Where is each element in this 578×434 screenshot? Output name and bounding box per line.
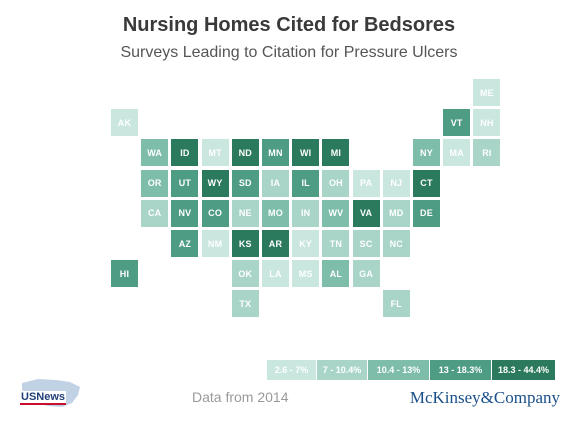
state-tile-fl: FL xyxy=(382,290,410,318)
legend-item-1: 7 - 10.4% xyxy=(316,360,367,380)
color-legend: 2.6 - 7% 7 - 10.4% 10.4 - 13% 13 - 18.3% 18.… xyxy=(266,360,555,380)
state-tile-wv: WV xyxy=(322,199,350,227)
state-tile-tn: TN xyxy=(322,230,350,257)
state-tile-nm: NM xyxy=(201,230,229,257)
usnews-logo-text: USNews xyxy=(20,391,67,405)
state-tile-sd: SD xyxy=(231,169,259,197)
legend-item-0: 2.6 - 7% xyxy=(266,360,316,380)
chart-title: Nursing Homes Cited for Bedsores xyxy=(122,14,456,36)
chart-subtitle: Surveys Leading to Citation for Pressure… xyxy=(120,44,458,61)
state-tile-ms: MS xyxy=(292,260,320,288)
state-tile-al: AL xyxy=(322,260,350,288)
state-tile-ar: AR xyxy=(262,230,289,257)
state-tile-ok: OK xyxy=(231,260,259,288)
state-tile-ut: UT xyxy=(171,169,199,197)
data-year-note: Data from 2014 xyxy=(192,389,289,405)
state-tile-nd: ND xyxy=(231,139,259,167)
state-tile-nc: NC xyxy=(382,230,410,257)
state-tile-nj: NJ xyxy=(382,169,410,197)
state-tile-mo: MO xyxy=(262,199,289,227)
state-tile-la: LA xyxy=(262,260,289,288)
state-tile-oh: OH xyxy=(322,169,350,197)
state-tile-ny: NY xyxy=(413,139,440,167)
state-tile-wa: WA xyxy=(141,139,169,167)
state-tile-ia: IA xyxy=(262,169,289,197)
state-tile-il: IL xyxy=(292,169,320,197)
state-tile-ri: RI xyxy=(473,139,501,167)
state-tile-co: CO xyxy=(201,199,229,227)
state-tile-tx: TX xyxy=(231,290,259,318)
legend-item-4: 18.3 - 44.4% xyxy=(491,360,555,380)
state-tile-hi: HI xyxy=(111,260,138,288)
state-tile-ky: KY xyxy=(292,230,320,257)
state-tile-ks: KS xyxy=(231,230,259,257)
state-tile-in: IN xyxy=(292,199,320,227)
state-tile-ct: CT xyxy=(413,169,440,197)
state-tile-id: ID xyxy=(171,139,199,167)
state-tile-ak: AK xyxy=(111,109,138,137)
state-tile-vt: VT xyxy=(443,109,471,137)
legend-item-3: 13 - 18.3% xyxy=(429,360,491,380)
state-tile-or: OR xyxy=(141,169,169,197)
state-tile-md: MD xyxy=(382,199,410,227)
state-tile-wy: WY xyxy=(201,169,229,197)
state-tile-ga: GA xyxy=(352,260,380,288)
state-tile-nh: NH xyxy=(473,109,501,137)
state-tile-ne: NE xyxy=(231,199,259,227)
state-tile-me: ME xyxy=(473,79,501,106)
state-tile-pa: PA xyxy=(352,169,380,197)
state-tile-mi: MI xyxy=(322,139,350,167)
state-tile-ca: CA xyxy=(141,199,169,227)
state-tile-mn: MN xyxy=(262,139,289,167)
state-tile-az: AZ xyxy=(171,230,199,257)
state-tile-de: DE xyxy=(413,199,440,227)
mckinsey-brand: McKinsey&Company xyxy=(409,388,560,407)
state-tile-nv: NV xyxy=(171,199,199,227)
state-tile-ma: MA xyxy=(443,139,471,167)
legend-item-2: 10.4 - 13% xyxy=(367,360,429,380)
state-tile-mt: MT xyxy=(201,139,229,167)
state-tile-sc: SC xyxy=(352,230,380,257)
state-tile-wi: WI xyxy=(292,139,320,167)
state-tile-va: VA xyxy=(352,199,380,227)
